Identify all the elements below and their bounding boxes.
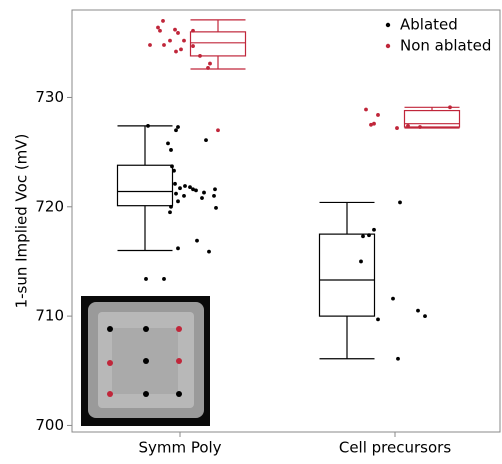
point bbox=[214, 205, 218, 210]
point bbox=[173, 181, 177, 186]
point bbox=[169, 204, 173, 209]
point bbox=[418, 125, 422, 129]
point bbox=[398, 200, 402, 205]
point bbox=[168, 210, 172, 215]
point bbox=[216, 128, 220, 133]
point bbox=[182, 38, 186, 43]
x-tick-label: Cell precursors bbox=[339, 439, 451, 457]
point bbox=[176, 199, 180, 204]
legend-marker bbox=[385, 43, 391, 49]
point bbox=[448, 105, 452, 110]
y-tick-label: 710 bbox=[35, 307, 64, 325]
plot-frame bbox=[71, 9, 501, 433]
point bbox=[148, 43, 152, 47]
point bbox=[176, 125, 180, 129]
point bbox=[364, 107, 368, 112]
point bbox=[194, 188, 198, 193]
point bbox=[162, 277, 166, 281]
x-tick-label: Symm Poly bbox=[138, 439, 221, 457]
point bbox=[369, 122, 373, 127]
point bbox=[202, 190, 206, 195]
y-axis-label: 1-sun Implied Voc (mV) bbox=[13, 134, 31, 309]
point bbox=[162, 43, 166, 47]
point bbox=[204, 138, 208, 142]
point bbox=[376, 113, 380, 117]
point bbox=[166, 141, 170, 146]
point bbox=[212, 193, 216, 198]
point bbox=[416, 308, 420, 313]
point bbox=[158, 28, 162, 33]
point bbox=[208, 61, 212, 66]
point bbox=[372, 227, 376, 232]
point bbox=[188, 185, 192, 190]
legend-label: Non ablated bbox=[400, 37, 491, 55]
point bbox=[191, 28, 195, 33]
point bbox=[198, 54, 202, 58]
point bbox=[170, 164, 174, 169]
box bbox=[116, 164, 174, 207]
point bbox=[174, 191, 178, 196]
point bbox=[195, 238, 199, 243]
point bbox=[178, 186, 182, 191]
point bbox=[359, 259, 363, 264]
point bbox=[396, 356, 400, 361]
point bbox=[213, 187, 217, 192]
point bbox=[182, 193, 186, 198]
point bbox=[391, 296, 395, 301]
point bbox=[372, 121, 376, 126]
box bbox=[189, 31, 247, 57]
point bbox=[406, 123, 410, 128]
point bbox=[376, 317, 380, 322]
point bbox=[176, 246, 180, 251]
legend-label: Ablated bbox=[400, 16, 458, 34]
point bbox=[179, 47, 183, 52]
box bbox=[403, 109, 461, 128]
point bbox=[395, 126, 399, 130]
point bbox=[168, 38, 172, 43]
y-tick-label: 730 bbox=[35, 88, 64, 106]
point bbox=[191, 187, 195, 192]
point bbox=[183, 184, 187, 188]
point bbox=[161, 19, 165, 23]
point bbox=[176, 31, 180, 35]
point bbox=[156, 25, 160, 30]
point bbox=[174, 49, 178, 54]
box bbox=[318, 233, 376, 317]
point bbox=[191, 44, 195, 48]
point bbox=[173, 27, 177, 32]
point bbox=[200, 196, 204, 200]
point bbox=[361, 234, 365, 239]
point bbox=[207, 249, 211, 254]
legend-marker bbox=[385, 22, 391, 28]
wafer-inset bbox=[81, 296, 210, 426]
point bbox=[423, 314, 427, 319]
point bbox=[174, 128, 178, 133]
point bbox=[367, 233, 371, 238]
point bbox=[146, 123, 150, 128]
point bbox=[172, 168, 176, 173]
y-tick-label: 720 bbox=[35, 197, 64, 215]
point bbox=[144, 277, 148, 281]
point bbox=[169, 148, 173, 152]
y-tick-label: 700 bbox=[35, 416, 64, 434]
point bbox=[206, 66, 210, 70]
